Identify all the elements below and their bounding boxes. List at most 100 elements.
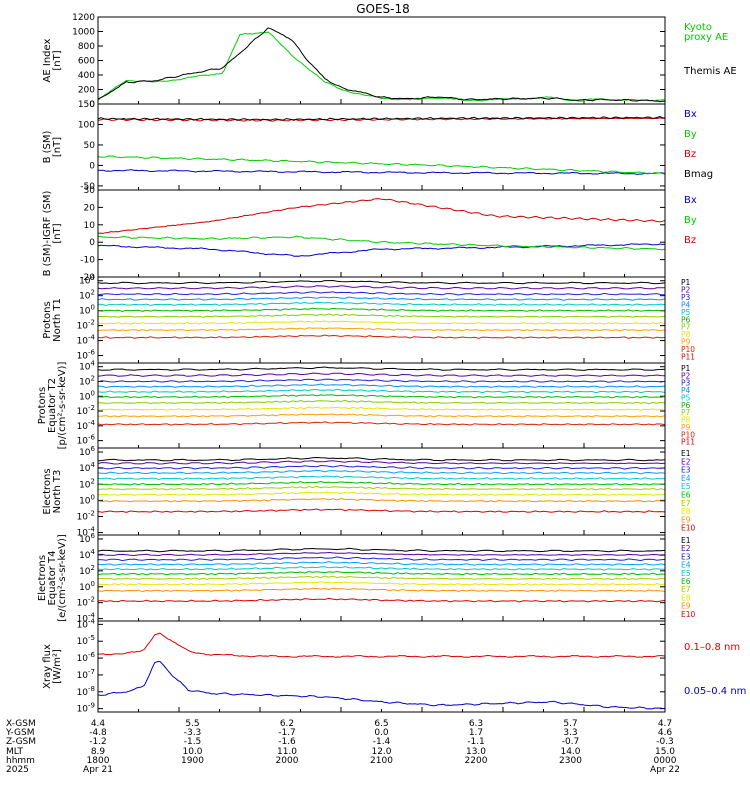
x-axis-value: 3.3: [563, 728, 577, 738]
y-axis-label: Xray flux: [42, 644, 53, 689]
y-tick-label: 10-2: [77, 509, 95, 522]
panel-e_e: 106 104 102 100 10-2 10-4 Electrons Equator T4[…: [37, 532, 696, 625]
y-tick-label: 106: [79, 532, 95, 545]
y-tick-label: 10-4: [77, 526, 96, 539]
series-line: [97, 587, 666, 593]
legend-entry: P9: [681, 338, 691, 347]
series-line: [97, 279, 666, 285]
legend-entry: By: [684, 215, 697, 226]
legend-entry: E10: [681, 524, 696, 533]
legend-entry: P6: [681, 401, 691, 410]
y-axis-label: Protons: [42, 301, 53, 338]
series-line: [97, 169, 666, 175]
y-axis-label: [nT]: [52, 50, 63, 70]
y-axis-label: Protons: [37, 387, 48, 424]
series-line: [97, 291, 665, 296]
y-tick-label: 0: [89, 238, 95, 248]
x-axis-value: -0.3: [656, 737, 674, 747]
panel-frame: [97, 276, 666, 364]
y-tick-label: 100: [79, 493, 95, 506]
y-axis-label: AE Index: [42, 38, 53, 82]
legend-entry: P10: [681, 430, 695, 439]
series-line: [97, 421, 666, 426]
y-tick-label: 10-4: [77, 419, 96, 432]
legend-entry: Themis AE: [683, 66, 737, 77]
y-tick-label: 100: [79, 580, 95, 593]
y-tick-label: 20: [84, 203, 96, 213]
series-line: [97, 27, 666, 103]
x-axis-value: Apr 21: [83, 765, 113, 775]
x-axis-value: -3.3: [184, 728, 202, 738]
y-tick-label: 10-9: [77, 702, 95, 715]
y-tick-label: 600: [78, 57, 95, 67]
legend-entry: E3: [681, 552, 691, 561]
x-axis-value: -1.2: [89, 737, 107, 747]
y-tick-label: 10: [84, 221, 96, 231]
x-axis-value: -1.6: [278, 737, 296, 747]
legend-entry: E2: [681, 457, 691, 466]
x-axis-value: 4.7: [658, 719, 672, 729]
legend-entry: P3: [681, 379, 691, 388]
y-axis-label: Equator T4: [47, 551, 58, 606]
series-line: [97, 394, 666, 399]
y-tick-label: 104: [79, 360, 95, 373]
legend-entry: P5: [681, 308, 691, 317]
series-line: [97, 498, 666, 503]
legend-entry: P11: [681, 353, 695, 362]
series-line: [97, 456, 666, 462]
x-axis-value: 1900: [181, 756, 204, 766]
series-line: [97, 366, 666, 371]
x-axis-value: 8.9: [91, 747, 106, 757]
legend-entry: E8: [681, 507, 691, 516]
series-line: [97, 508, 666, 513]
y-axis-label: North T1: [52, 298, 63, 342]
y-tick-label: 10-2: [77, 319, 95, 332]
y-tick-label: 30: [84, 186, 96, 196]
y-tick-label: 10-6: [77, 349, 96, 362]
series-line: [97, 115, 666, 121]
legend-entry: Bz: [684, 149, 696, 160]
series-line: [97, 491, 666, 497]
x-axis-row-label: X-GSM: [6, 719, 36, 729]
legend-entry: E5: [681, 569, 691, 578]
series-line: [97, 551, 665, 557]
panel-bsm: -50 0 50 100 150 B (SM) [nT] Bx By Bz Bmag: [42, 100, 713, 192]
legend-entry: P1: [681, 364, 691, 373]
y-axis-label: [W/m²]: [52, 649, 63, 684]
series-line: [97, 660, 666, 710]
legend-entry: P9: [681, 423, 691, 432]
x-axis-value: 5.5: [185, 719, 199, 729]
x-axis-row-label: Y-GSM: [5, 728, 34, 738]
x-axis-row-label: Z-GSM: [6, 737, 36, 747]
series-line: [97, 632, 666, 658]
series-line: [97, 556, 666, 562]
y-tick-label: 10-4: [77, 617, 96, 630]
series-line: [97, 413, 666, 418]
x-axis-value: 2000: [276, 756, 299, 766]
series-line: [97, 581, 666, 586]
legend-entry: By: [684, 129, 697, 140]
series-line: [97, 475, 666, 481]
y-tick-label: 104: [79, 548, 95, 561]
x-axis-value: 2100: [370, 756, 393, 766]
x-axis-value: 4.6: [658, 728, 673, 738]
y-tick-label: 100: [78, 120, 95, 130]
y-axis-label: [p/(cm²-s-sr-keV)]: [57, 362, 68, 450]
legend-entry: E7: [681, 585, 691, 594]
series-line: [97, 570, 666, 576]
x-axis-value: 0000: [654, 756, 677, 766]
legend-entry: P8: [681, 416, 691, 425]
y-tick-label: 10-6: [77, 434, 96, 447]
y-tick-label: 10-7: [77, 668, 95, 681]
x-axis-value: -4.8: [89, 728, 107, 738]
legend-entry: P7: [681, 408, 691, 417]
y-tick-label: 100: [79, 389, 95, 402]
legend-entry: P2: [681, 285, 691, 294]
y-tick-label: 1000: [72, 28, 95, 38]
y-axis-label: [e/(cm²-s-sr-keV)]: [57, 534, 68, 622]
y-axis-label: B (SM)-IGRF (SM): [42, 191, 53, 277]
legend-entry: E9: [681, 602, 691, 611]
legend-entry: E3: [681, 466, 691, 475]
legend-entry: P10: [681, 345, 695, 354]
